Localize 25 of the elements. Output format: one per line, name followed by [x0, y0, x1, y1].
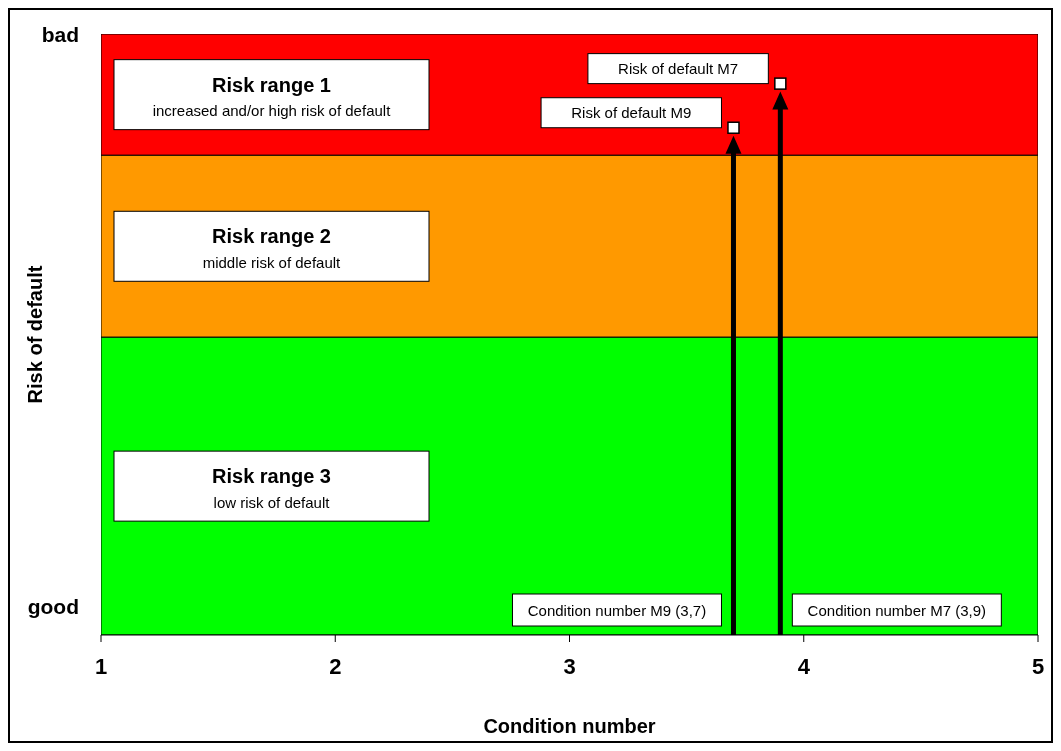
text-box: Risk of default M7 [587, 53, 769, 85]
annotation: middle risk of default [202, 253, 342, 271]
text-box: Risk of default M9 [540, 97, 722, 129]
text-box: Condition number M9 (3,7) [512, 593, 722, 627]
x-axis-title: Condition number [483, 715, 656, 737]
x-tick-label: 5 [1031, 653, 1045, 679]
annotation: Condition number M7 (3,9) [807, 601, 987, 619]
x-tick-label: 1 [94, 653, 108, 679]
text-box: Condition number M7 (3,9) [791, 593, 1002, 627]
annotation: Risk of default M9 [571, 104, 692, 122]
annotation: low risk of default [213, 493, 331, 511]
band-label: Risk range 2 [212, 225, 331, 248]
text: good [27, 594, 79, 618]
x-tick-label: 4 [797, 653, 811, 679]
annotation: Condition number M9 (3,7) [527, 601, 707, 619]
annotation: increased and/or high risk of default [152, 102, 392, 120]
x-tick-label: 2 [329, 653, 342, 679]
text-box: Risk range 2 middle risk of default [113, 210, 430, 282]
y-axis-title: Risk of default [24, 265, 46, 404]
band-label: Risk range 1 [212, 73, 331, 96]
text: bad [41, 22, 79, 46]
text-box: Risk range 1 increased and/or high risk of default [113, 59, 430, 131]
band-label: Risk range 3 [212, 465, 331, 488]
x-tick-label: 3 [563, 653, 576, 679]
text-box: Risk range 3 low risk of default [113, 450, 430, 522]
